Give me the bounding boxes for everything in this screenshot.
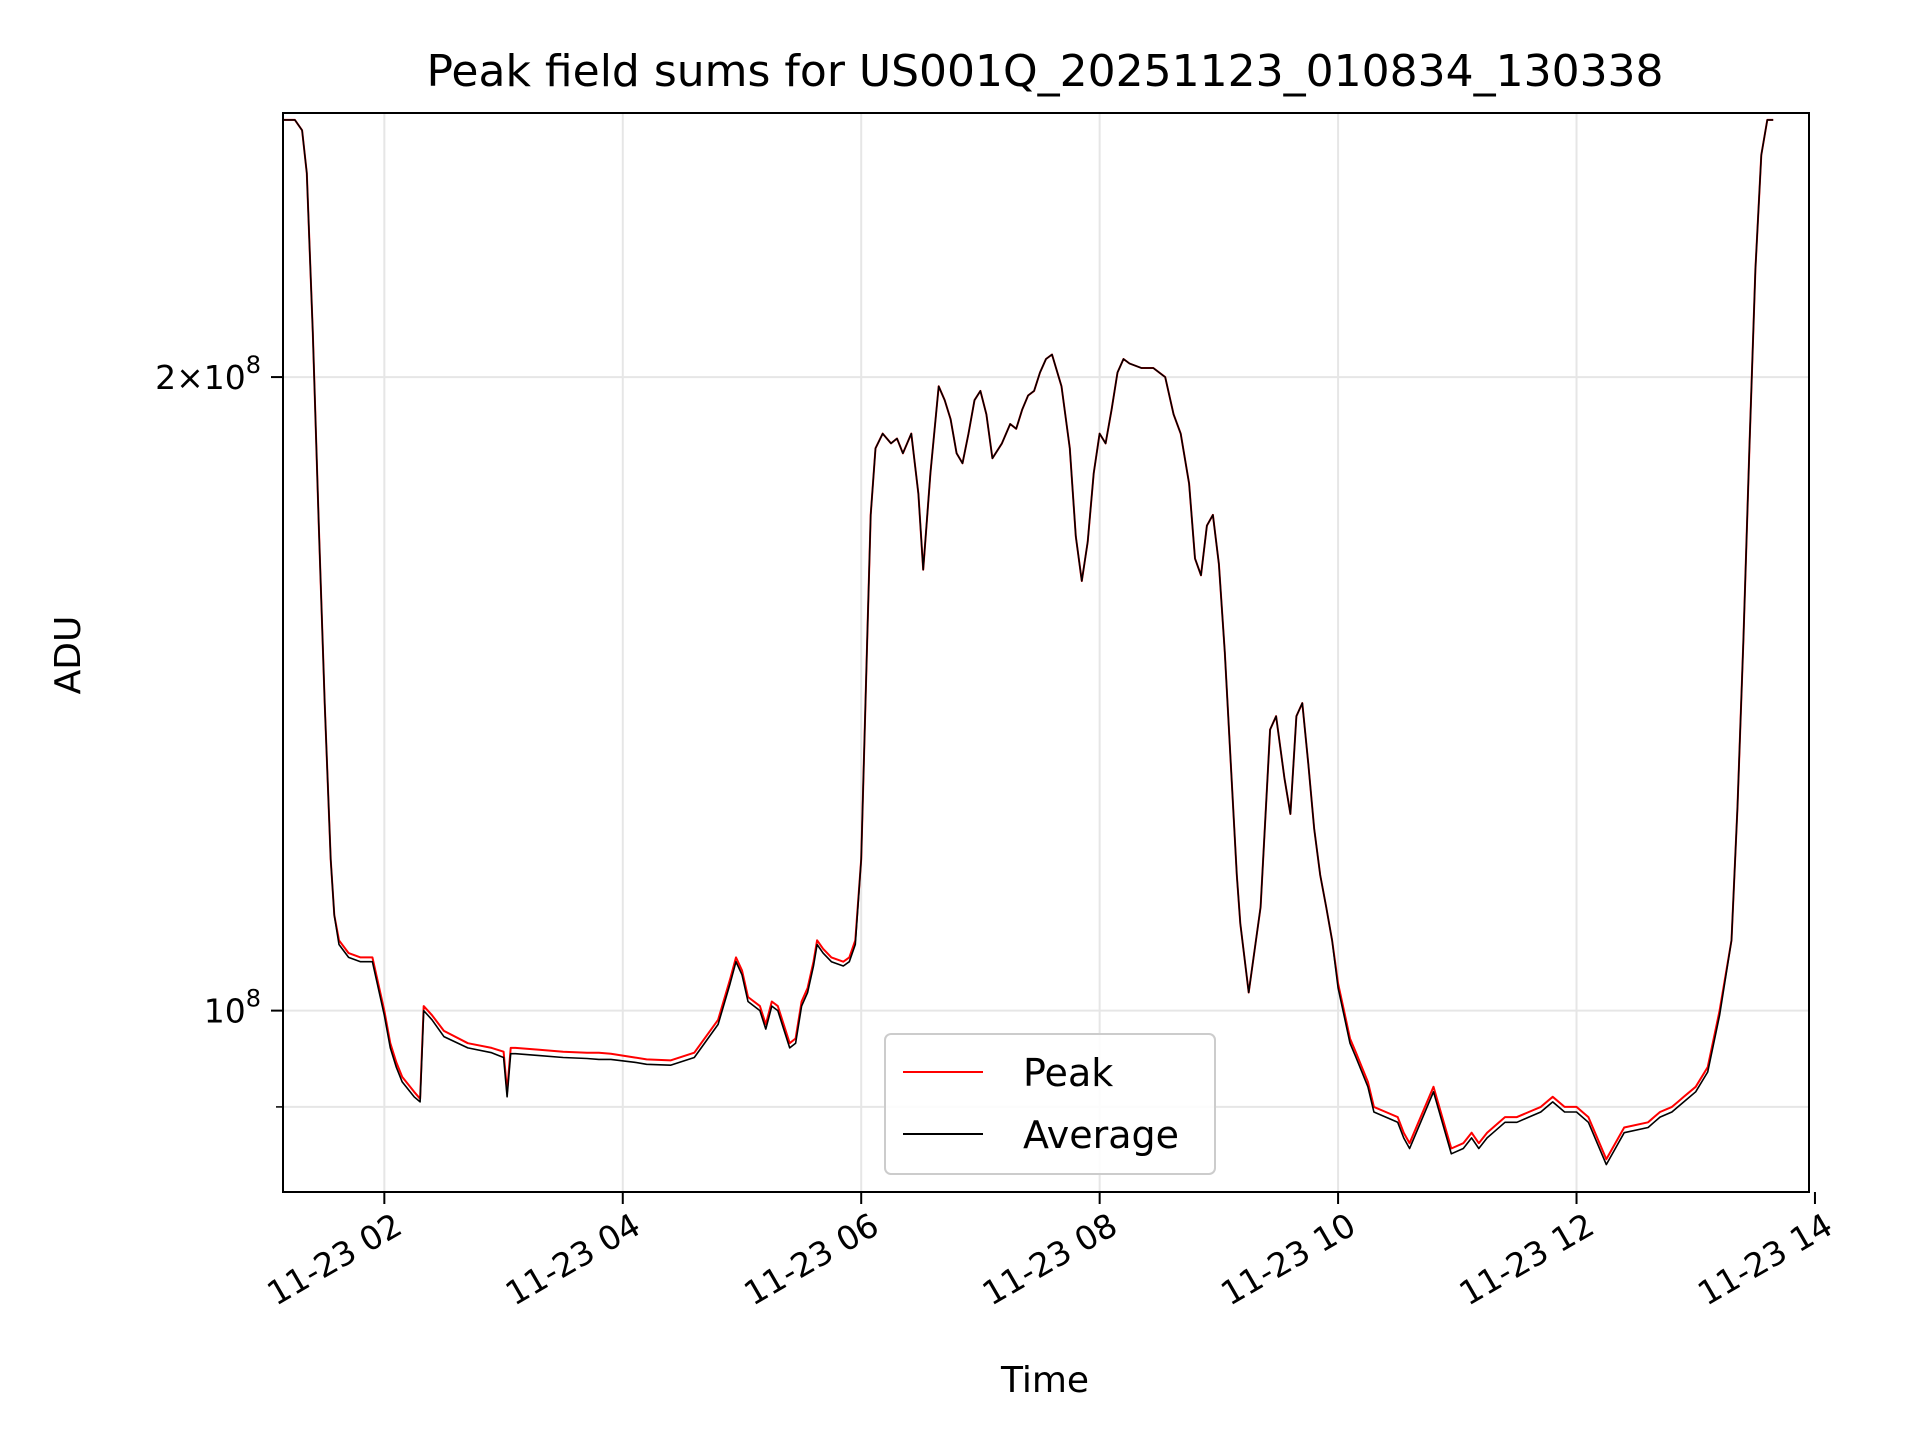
y-tick-label: 2×108 bbox=[155, 351, 261, 397]
y-tick-exponent: 8 bbox=[246, 351, 261, 379]
y-tick-label: 108 bbox=[204, 985, 261, 1031]
y-axis: 108 2×108 bbox=[155, 351, 283, 1108]
series-layer bbox=[283, 118, 1774, 1166]
legend-label-peak: Peak bbox=[1023, 1051, 1113, 1095]
legend: Peak Average bbox=[884, 1033, 1216, 1175]
y-tick-exponent: 8 bbox=[246, 985, 261, 1013]
x-axis-label: Time bbox=[1000, 1360, 1089, 1401]
legend-label-average: Average bbox=[1023, 1113, 1179, 1157]
legend-box bbox=[884, 1033, 1216, 1175]
y-axis-label: ADU bbox=[48, 616, 89, 695]
chart-title: Peak field sums for US001Q_20251123_0108… bbox=[426, 46, 1663, 97]
plot-frame bbox=[282, 112, 1810, 1193]
series-line-average bbox=[283, 119, 1774, 1166]
